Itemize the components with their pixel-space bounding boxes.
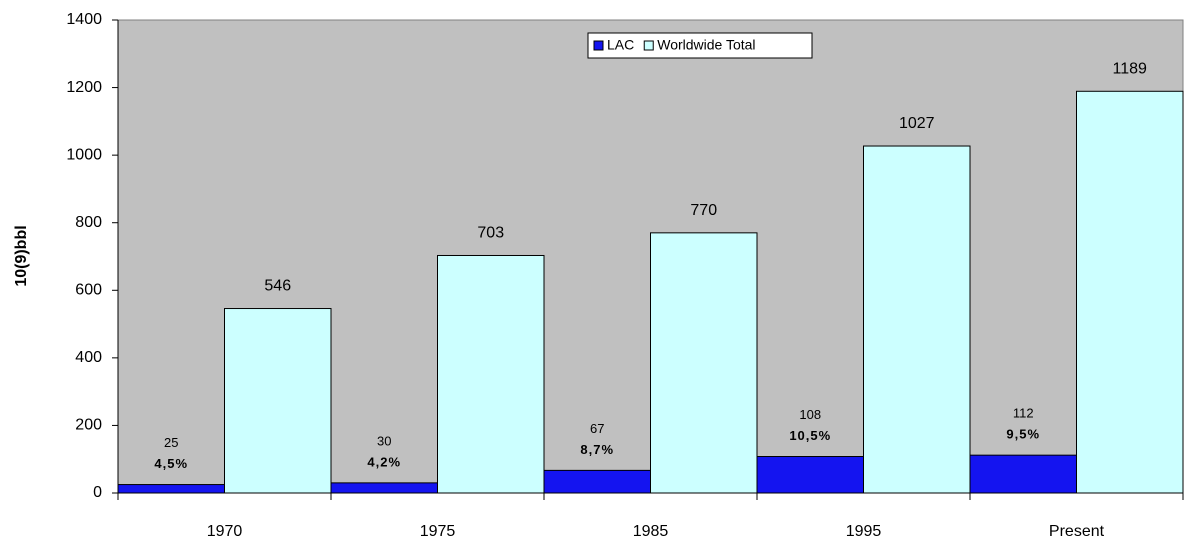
y-tick-label: 800	[75, 214, 102, 231]
bar	[543, 469, 651, 494]
data-label: 30	[377, 433, 391, 448]
legend-label: Worldwide Total	[657, 37, 755, 53]
bar	[437, 254, 545, 494]
bar	[969, 454, 1077, 494]
x-tick-label: Present	[1049, 523, 1105, 540]
x-tick-label: 1985	[633, 523, 669, 540]
annotation: 10,5%	[789, 428, 831, 443]
y-tick-label: 400	[75, 349, 102, 366]
x-tick-label: 1970	[207, 523, 243, 540]
legend-swatch	[643, 40, 654, 51]
annotation: 8,7%	[580, 442, 614, 457]
data-label: 770	[690, 202, 717, 219]
data-label: 1027	[899, 115, 935, 132]
legend-swatch	[593, 40, 604, 51]
data-label: 67	[590, 421, 604, 436]
bar	[756, 456, 864, 494]
y-tick-label: 1000	[66, 146, 102, 163]
y-tick-label: 600	[75, 282, 102, 299]
y-tick-label: 1200	[66, 79, 102, 96]
data-label: 108	[799, 407, 821, 422]
annotation: 9,5%	[1006, 427, 1040, 442]
y-tick-label: 200	[75, 417, 102, 434]
data-label: 25	[164, 435, 178, 450]
annotation: 4,5%	[154, 456, 188, 471]
bar	[650, 232, 758, 494]
bar	[330, 482, 438, 494]
data-label: 546	[264, 278, 291, 295]
bar	[224, 308, 332, 494]
data-label: 112	[1013, 406, 1034, 421]
x-tick-label: 1995	[846, 523, 882, 540]
data-label: 703	[477, 225, 504, 242]
bar	[863, 145, 971, 494]
data-label: 1189	[1113, 61, 1148, 78]
y-tick-label: 0	[93, 484, 102, 501]
x-tick-label: 1975	[420, 523, 456, 540]
y-tick-label: 1400	[66, 11, 102, 28]
bar	[117, 484, 225, 494]
annotation: 4,2%	[367, 454, 401, 469]
legend-box	[587, 32, 813, 59]
legend-label: LAC	[607, 37, 634, 53]
y-axis-label: 10(9)bbl	[13, 225, 30, 286]
bar	[1076, 90, 1184, 494]
